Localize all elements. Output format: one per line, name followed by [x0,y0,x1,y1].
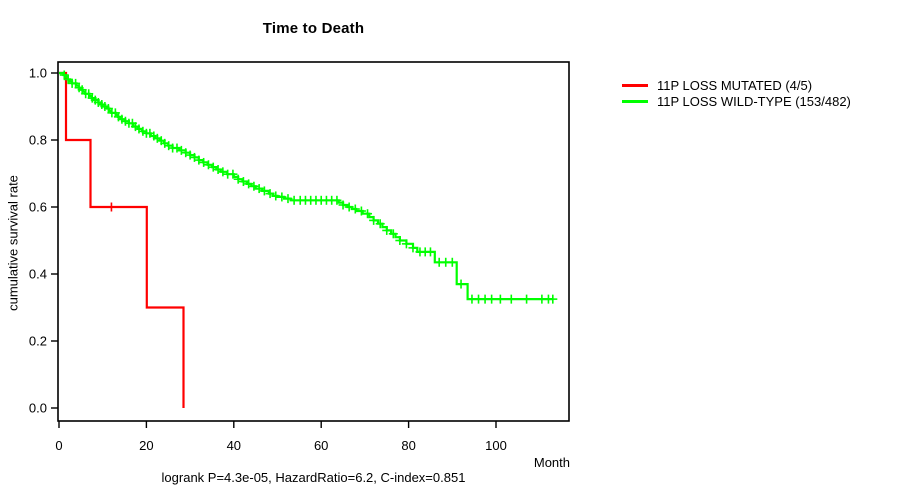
stats-footnote: logrank P=4.3e-05, HazardRatio=6.2, C-in… [161,470,466,485]
y-tick-label: 0.2 [29,334,47,349]
legend-line-wildtype [622,100,648,103]
y-tick-label: 0.8 [29,133,47,148]
series-line-0 [59,71,185,408]
legend-item-mutated: 11P LOSS MUTATED (4/5) [622,78,851,93]
legend-label-mutated: 11P LOSS MUTATED (4/5) [657,78,813,93]
chart-title: Time to Death [262,20,365,37]
legend-item-wildtype: 11P LOSS WILD-TYPE (153/482) [622,94,851,109]
legend-line-mutated [622,84,648,87]
y-tick-label: 0.0 [29,401,47,416]
legend-label-wildtype: 11P LOSS WILD-TYPE (153/482) [657,94,851,109]
x-tick-label: 80 [401,438,415,453]
x-tick-label: 100 [485,438,507,453]
x-tick-label: 20 [139,438,153,453]
x-tick-label: 0 [55,438,62,453]
y-tick-label: 0.6 [29,200,47,215]
x-tick-label: 40 [227,438,241,453]
plot-box [57,61,570,422]
y-tick-label: 0.4 [29,267,47,282]
legend: 11P LOSS MUTATED (4/5) 11P LOSS WILD-TYP… [622,78,851,109]
series-line-1 [59,71,553,301]
x-tick-label: 60 [314,438,328,453]
x-axis-label: Month [533,455,570,470]
y-tick-label: 1.0 [29,66,47,81]
y-axis-label: cumulative survival rate [5,175,21,311]
